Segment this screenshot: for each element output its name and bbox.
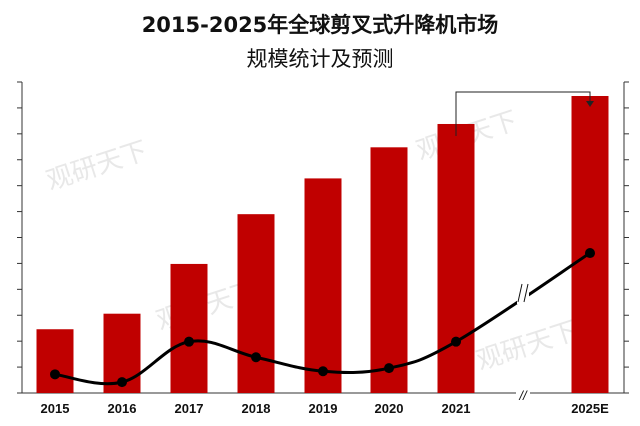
line-break-mark xyxy=(523,283,529,303)
line-point-2020 xyxy=(384,363,394,374)
chart-title-line2: 规模统计及预测 xyxy=(246,47,394,71)
annotations: // xyxy=(455,91,594,403)
x-tick-label-2018: 2018 xyxy=(242,401,271,416)
x-tick-label-2019: 2019 xyxy=(309,401,338,416)
bar-2025E xyxy=(571,95,609,394)
watermark-text: 观研天下 xyxy=(43,136,151,197)
x-tick-label-2020: 2020 xyxy=(375,401,404,416)
x-axis-break-mark: // xyxy=(518,388,528,403)
line-point-2019 xyxy=(318,366,328,377)
line-point-2018 xyxy=(251,352,261,363)
bar-2020 xyxy=(370,147,408,393)
line-point-2017 xyxy=(184,336,194,347)
line-break-mark xyxy=(517,283,523,303)
bar-2018 xyxy=(237,214,275,393)
x-tick-label-2016: 2016 xyxy=(108,401,137,416)
bar-2015 xyxy=(36,329,74,393)
x-tick-label-2017: 2017 xyxy=(175,401,204,416)
bar-2017 xyxy=(170,263,208,393)
chart-title: 2015-2025年全球剪叉式升降机市场 规模统计及预测 xyxy=(0,8,640,76)
x-tick-labels: 2015 2016 2017 2018 2019 2020 2021 2025E xyxy=(41,401,610,416)
watermark-text: 观研天下 xyxy=(473,316,581,377)
x-axis-break-gap xyxy=(516,390,530,396)
bar-2021 xyxy=(437,123,475,394)
line-point-2015 xyxy=(50,369,60,380)
trend-bracket xyxy=(455,91,591,136)
x-tick-label-2015: 2015 xyxy=(41,401,70,416)
line-series xyxy=(50,248,595,388)
bar-2019 xyxy=(304,178,342,393)
line-point-2021 xyxy=(451,336,461,347)
bars xyxy=(36,95,609,394)
trend-arrow-head xyxy=(586,101,594,107)
x-tick-label-2021: 2021 xyxy=(442,401,471,416)
line-point-2016 xyxy=(117,377,127,388)
line-break-gap xyxy=(517,282,529,304)
chart-title-line1: 2015-2025年全球剪叉式升降机市场 xyxy=(141,13,499,37)
x-tick-label-2025E: 2025E xyxy=(571,401,609,416)
line-point-2025E xyxy=(585,248,595,259)
